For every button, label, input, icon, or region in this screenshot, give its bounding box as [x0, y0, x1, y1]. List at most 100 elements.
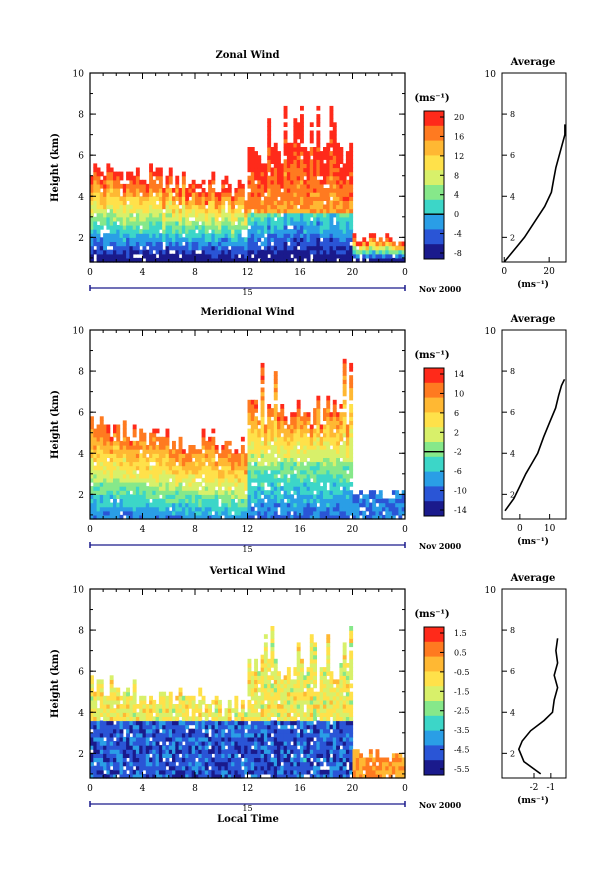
- colorbar-tick-label: -10: [454, 487, 467, 496]
- day-label: 15: [242, 288, 252, 297]
- colorbar-swatch: [424, 412, 444, 428]
- avg-y-tick-label: 2: [510, 233, 515, 242]
- colorbar-swatch: [424, 140, 444, 156]
- colorbar-tick-label: -4.5: [454, 746, 469, 755]
- colorbar-swatch: [424, 244, 444, 260]
- y-tick-label: 10: [73, 70, 85, 80]
- avg-unit-label: (ms⁻¹): [517, 279, 549, 290]
- avg-y-tick-label: 4: [510, 192, 515, 201]
- colorbar-tick-label: 10: [454, 389, 464, 398]
- colorbar-swatch: [424, 442, 444, 458]
- colorbar-swatch: [424, 627, 444, 643]
- colorbar-swatch: [424, 745, 444, 761]
- avg-y-tick-label: 2: [510, 490, 515, 499]
- avg-x-tick-label: 20: [543, 267, 555, 277]
- x-tick-label: 0: [87, 525, 93, 535]
- colorbar-tick-label: 14: [454, 370, 464, 379]
- avg-x-tick-label: -1: [546, 783, 555, 793]
- colorbar-swatch: [424, 641, 444, 658]
- avg-y-tick-label: 8: [510, 626, 515, 635]
- colorbar-swatch: [424, 155, 444, 171]
- y-tick-label: 4: [78, 450, 84, 460]
- avg-y-top-label: 10: [485, 586, 497, 596]
- y-tick-label: 6: [78, 409, 84, 419]
- x-axis-label: Local Time: [217, 814, 279, 825]
- colorbar-tick-label: 1.5: [454, 629, 467, 638]
- y-tick-label: 8: [78, 368, 84, 378]
- colorbar-swatch: [424, 229, 444, 245]
- colorbar-tick-label: -5.5: [454, 765, 469, 774]
- y-axis-label: Height (km): [50, 133, 61, 202]
- colorbar-frame: [423, 626, 445, 776]
- colorbar-swatch: [424, 185, 444, 201]
- colorbar-unit: (ms⁻¹): [414, 609, 449, 620]
- x-tick-label: 16: [294, 525, 306, 535]
- colorbar-swatch: [424, 656, 444, 672]
- heatmap-field: [90, 358, 406, 520]
- colorbar-tick-label: 6: [454, 409, 459, 418]
- heatmap-field: [90, 626, 406, 779]
- colorbar-tick-label: 0.5: [454, 648, 467, 657]
- colorbar-swatch: [424, 730, 444, 746]
- average-frame: [501, 329, 567, 520]
- y-tick-label: 4: [78, 709, 84, 719]
- colorbar-swatch: [424, 111, 444, 127]
- y-tick-label: 6: [78, 668, 84, 678]
- colorbar-tick-label: -8: [454, 249, 462, 258]
- day-label: 15: [242, 804, 252, 813]
- colorbar-tick-label: 8: [454, 171, 459, 180]
- x-tick-label: 8: [192, 784, 198, 794]
- avg-x-tick-label: 10: [544, 524, 556, 534]
- x-tick-label: 0: [402, 784, 408, 794]
- x-tick-label: 20: [347, 268, 359, 278]
- x-tick-label: 4: [140, 268, 146, 278]
- colorbar-swatch: [424, 486, 444, 502]
- colorbar-tick-label: -2: [454, 448, 462, 457]
- colorbar-swatch: [424, 701, 444, 717]
- average-profile-line: [504, 378, 566, 512]
- colorbar-unit: (ms⁻¹): [414, 93, 449, 104]
- avg-y-tick-label: 6: [510, 408, 515, 417]
- avg-y-top-label: 10: [485, 327, 497, 337]
- y-tick-label: 8: [78, 111, 84, 121]
- x-tick-label: 8: [192, 268, 198, 278]
- date-label: Nov 2000: [419, 800, 462, 810]
- average-title: Average: [510, 57, 556, 68]
- colorbar-swatch: [424, 397, 444, 413]
- avg-y-tick-label: 2: [510, 749, 515, 758]
- y-tick-label: 4: [78, 193, 84, 203]
- colorbar-swatch: [424, 368, 444, 384]
- y-tick-label: 8: [78, 627, 84, 637]
- avg-x-tick-label: -2: [530, 783, 539, 793]
- avg-y-tick-label: 4: [510, 708, 515, 717]
- x-tick-label: 4: [140, 525, 146, 535]
- x-tick-label: 0: [87, 268, 93, 278]
- x-tick-label: 20: [347, 784, 359, 794]
- date-label: Nov 2000: [419, 541, 462, 551]
- x-tick-label: 16: [294, 784, 306, 794]
- colorbar-frame: [423, 367, 445, 517]
- x-tick-label: 20: [347, 525, 359, 535]
- colorbar-swatch: [424, 671, 444, 687]
- y-tick-label: 10: [73, 327, 85, 337]
- x-tick-label: 8: [192, 525, 198, 535]
- y-axis-label: Height (km): [50, 649, 61, 718]
- colorbar-tick-label: 16: [454, 132, 464, 141]
- colorbar-tick-label: -0.5: [454, 668, 469, 677]
- colorbar-swatch: [424, 214, 444, 230]
- colorbar-swatch: [424, 456, 444, 473]
- avg-y-tick-label: 6: [510, 151, 515, 160]
- colorbar-tick-label: -1.5: [454, 687, 469, 696]
- colorbar-swatch: [424, 170, 444, 186]
- colorbar-swatch: [424, 471, 444, 487]
- x-tick-label: 0: [87, 784, 93, 794]
- x-tick-label: 0: [402, 525, 408, 535]
- avg-y-tick-label: 8: [510, 110, 515, 119]
- colorbar-swatch: [424, 501, 444, 517]
- avg-x-tick-label: 0: [517, 524, 523, 534]
- colorbar-swatch: [424, 125, 444, 142]
- avg-y-top-label: 10: [485, 70, 497, 80]
- panel-title: Meridional Wind: [200, 307, 294, 318]
